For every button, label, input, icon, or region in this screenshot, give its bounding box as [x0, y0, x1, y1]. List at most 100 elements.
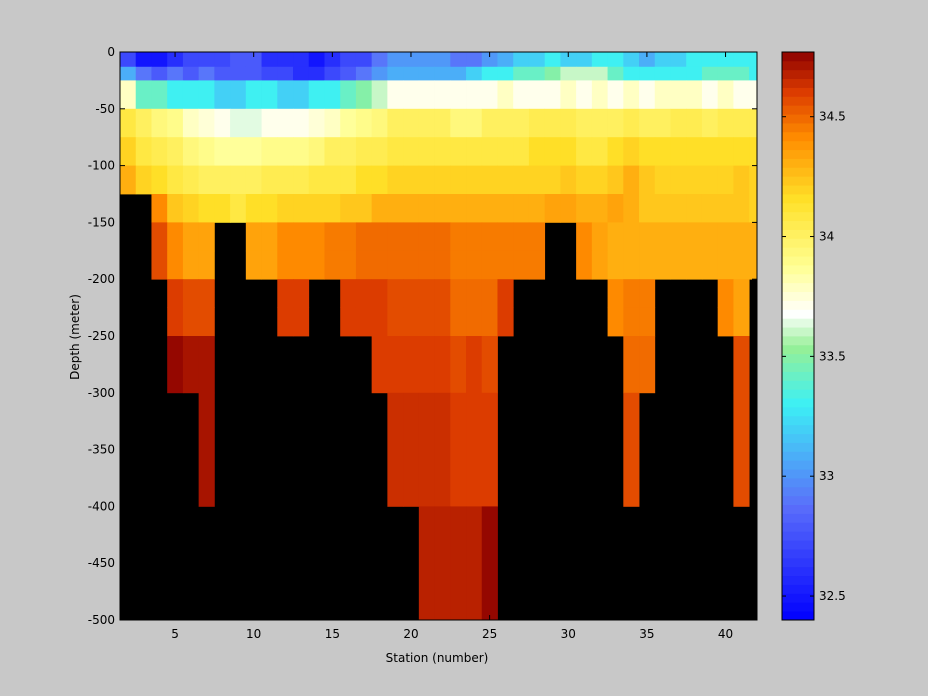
heatmap-cell [670, 80, 687, 110]
heatmap-cell [544, 66, 561, 81]
heatmap-cell [340, 307, 357, 337]
heatmap-cell [434, 506, 451, 621]
heatmap-cell [654, 222, 671, 252]
heatmap-cell [387, 66, 404, 81]
heatmap-cell [591, 66, 608, 81]
colorbar-segment [782, 513, 814, 523]
heatmap-cell [623, 250, 640, 280]
heatmap-cell [387, 222, 404, 252]
heatmap-cell [214, 137, 231, 166]
heatmap-cell [686, 80, 703, 110]
heatmap-cell [701, 250, 719, 280]
colorbar-tick-label: 34 [819, 230, 834, 244]
heatmap-cell [528, 194, 546, 223]
heatmap-cell [670, 194, 687, 223]
heatmap-cell [717, 108, 734, 138]
heatmap-cell [340, 108, 357, 138]
heatmap-cell [528, 137, 546, 166]
heatmap-cell [245, 108, 262, 138]
heatmap-cell [639, 336, 656, 394]
heatmap-cell [324, 137, 341, 166]
heatmap-cell [717, 222, 734, 252]
heatmap-cell [324, 250, 341, 280]
heatmap-cell [623, 279, 640, 308]
heatmap-cell [466, 250, 483, 280]
colorbar-segment [782, 353, 814, 364]
heatmap-cell [686, 66, 703, 81]
heatmap-cell [639, 194, 656, 223]
heatmap-cell [497, 52, 514, 68]
heatmap-cell [167, 52, 184, 68]
heatmap-cell [450, 80, 467, 110]
colorbar-segment [782, 549, 814, 559]
heatmap-cell [293, 307, 310, 337]
colorbar-segment [782, 522, 814, 532]
heatmap-cell [466, 279, 483, 308]
heatmap-cell [324, 52, 341, 68]
heatmap-cell [576, 194, 593, 223]
heatmap-cell [324, 108, 341, 138]
heatmap-cell [167, 66, 184, 81]
heatmap-cell [639, 66, 656, 81]
heatmap-cell [403, 80, 420, 110]
heatmap-cell [403, 222, 420, 252]
heatmap-cell [749, 108, 758, 138]
colorbar-segment [782, 433, 814, 443]
heatmap-cell [607, 279, 624, 308]
heatmap-cell [182, 137, 200, 166]
heatmap-cell [371, 336, 388, 394]
colorbar-segment [782, 602, 814, 612]
heatmap-cell [654, 137, 671, 166]
heatmap-cell [230, 52, 247, 68]
heatmap-cell [576, 137, 593, 166]
heatmap-cell [607, 52, 624, 68]
heatmap-cell [182, 222, 200, 252]
heatmap-cell [717, 66, 734, 81]
heatmap-cell [733, 222, 750, 252]
heatmap-cell [528, 80, 546, 110]
heatmap-cell [639, 222, 656, 252]
colorbar-tick-label: 32.5 [819, 589, 846, 603]
heatmap-cell [230, 194, 247, 223]
heatmap-cell [387, 108, 404, 138]
heatmap-cell [733, 137, 750, 166]
heatmap-cell [277, 108, 294, 138]
heatmap-cell [120, 66, 137, 81]
heatmap-cell [151, 137, 168, 166]
heatmap-cell [717, 307, 734, 337]
heatmap-cell [230, 137, 247, 166]
heatmap-cell [481, 250, 498, 280]
colorbar-segment [782, 256, 814, 266]
heatmap-cell [686, 250, 703, 280]
heatmap-cell [670, 165, 687, 195]
heatmap-cell [717, 279, 734, 308]
heatmap-cell [481, 66, 498, 81]
heatmap-cell [497, 80, 514, 110]
y-tick-label: -300 [88, 386, 115, 400]
heatmap-cell [198, 222, 215, 252]
heatmap-cell [245, 250, 262, 280]
heatmap-cell [528, 250, 546, 280]
heatmap-cell [654, 66, 671, 81]
heatmap-cell [182, 165, 200, 195]
colorbar-segment [782, 486, 814, 497]
colorbar-segment [782, 575, 814, 585]
heatmap-cell [167, 108, 184, 138]
heatmap-cell [654, 250, 671, 280]
heatmap-cell [717, 194, 734, 223]
colorbar-tick-label: 33 [819, 469, 834, 483]
heatmap-cell [198, 80, 215, 110]
heatmap-cell [749, 52, 758, 68]
heatmap-cell [340, 137, 357, 166]
x-tick-label: 15 [325, 627, 340, 641]
heatmap-cell [701, 52, 719, 68]
heatmap-cell [324, 80, 341, 110]
heatmap-cell [591, 250, 608, 280]
heatmap-cell [717, 52, 734, 68]
heatmap-cell [261, 250, 278, 280]
heatmap-cell [528, 222, 546, 252]
heatmap-cell [450, 108, 467, 138]
heatmap-cell [293, 279, 310, 308]
heatmap-cell [466, 194, 483, 223]
heatmap-cell [340, 222, 357, 252]
